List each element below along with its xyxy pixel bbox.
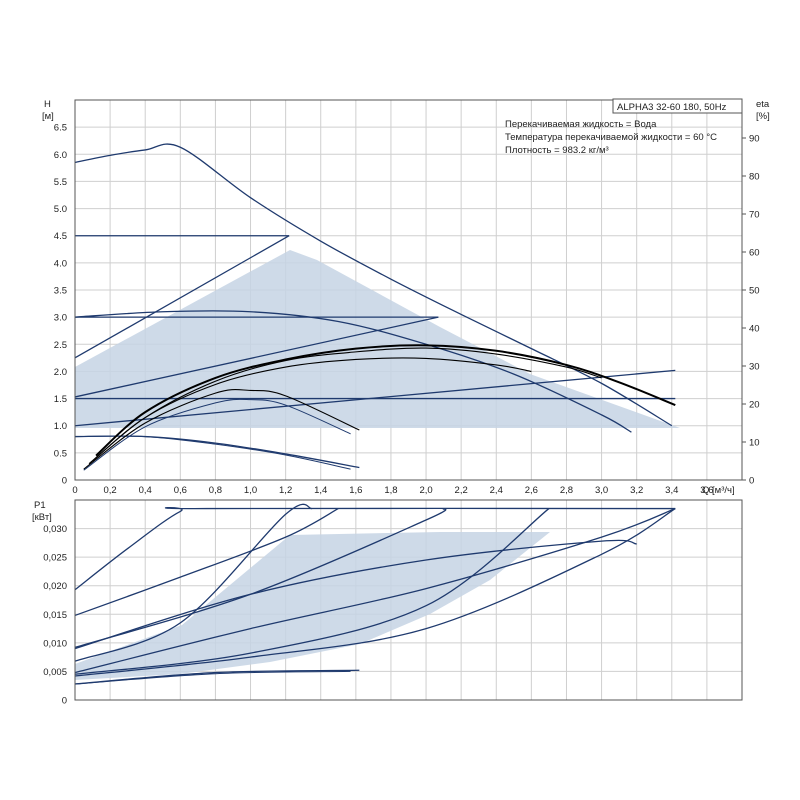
power-curve-3 (74, 508, 447, 649)
head-curve-13 (83, 389, 360, 470)
head-tick-label: 6.5 (54, 123, 67, 134)
q-tick-label: 0,6 (174, 485, 187, 496)
power-curve-1 (74, 507, 339, 617)
power-axis-unit: [кВт] (32, 512, 52, 523)
q-tick-label: 2,6 (525, 485, 538, 496)
power-operating-area (75, 532, 550, 680)
q-tick-label: 1,8 (384, 485, 397, 496)
head-tick-label: 5.5 (54, 177, 67, 188)
q-tick-label: 2,2 (455, 485, 468, 496)
eta-tick-label: 70 (749, 210, 760, 221)
power-axis-label: P1 (34, 500, 46, 511)
power-tick-label: 0,025 (43, 553, 67, 564)
q-tick-label: 3,6 (700, 485, 713, 496)
power-curves (74, 503, 676, 685)
eta-tick-label: 80 (749, 172, 760, 183)
chart-title: ALPHA3 32-60 180, 50Hz (617, 102, 727, 113)
eta-tick-label: 40 (749, 324, 760, 335)
eta-axis-ticks: 0 10 20 30 40 50 60 70 80 90 (742, 134, 760, 487)
head-curve-2 (74, 235, 290, 359)
head-tick-label: 1.0 (54, 421, 67, 432)
head-curve-12 (92, 357, 532, 462)
power-tick-label: 0,010 (43, 638, 67, 649)
q-tick-label: 3,4 (665, 485, 678, 496)
head-curve-14 (83, 398, 351, 471)
eta-tick-label: 20 (749, 400, 760, 411)
q-tick-label: 1,0 (244, 485, 257, 496)
head-tick-label: 0 (62, 476, 67, 487)
q-tick-label: 1,2 (279, 485, 292, 496)
head-axis-ticks: 0 0.5 1.0 1.5 2.0 2.5 3.0 3.5 4.0 4.5 5.0 5.5 6.0 6.5 (54, 123, 67, 487)
q-tick-label: 2,0 (419, 485, 432, 496)
power-curve-6 (74, 539, 637, 650)
power-curve-5 (74, 508, 550, 675)
info-fluid: Перекачиваемая жидкость = Вода (505, 119, 657, 130)
head-tick-label: 5.0 (54, 204, 67, 215)
head-tick-label: 6.0 (54, 150, 67, 161)
head-tick-label: 2.5 (54, 340, 67, 351)
power-curve-4 (74, 507, 676, 674)
eta-tick-label: 0 (749, 476, 754, 487)
q-tick-label: 0,2 (103, 485, 116, 496)
eta-tick-label: 50 (749, 286, 760, 297)
head-curve-10 (95, 344, 676, 457)
power-tick-label: 0,015 (43, 610, 67, 621)
head-tick-label: 4.0 (54, 258, 67, 269)
head-operating-area (75, 250, 680, 428)
q-tick-label: 0,8 (209, 485, 222, 496)
power-chart-frame (74, 499, 743, 701)
power-tick-label: 0,020 (43, 581, 67, 592)
head-curve-8 (74, 435, 360, 469)
head-tick-label: 1.5 (54, 394, 67, 405)
power-tick-label: 0,005 (43, 667, 67, 678)
power-tick-label: 0,030 (43, 524, 67, 535)
info-density: Плотность = 983.2 кг/м³ (505, 145, 609, 156)
power-tick-label: 0 (62, 696, 67, 707)
chart-title-box (612, 98, 743, 114)
head-curve-7 (74, 310, 632, 433)
q-tick-label: 3,2 (630, 485, 643, 496)
q-tick-label: 0 (72, 485, 77, 496)
info-temperature: Температура перекачиваемой жидкости = 60… (505, 132, 717, 143)
power-curve-2 (74, 503, 313, 662)
eta-axis-unit: [%] (756, 111, 770, 122)
head-tick-label: 0.5 (54, 448, 67, 459)
power-curve-9 (74, 670, 351, 685)
head-tick-label: 3.5 (54, 286, 67, 297)
q-tick-label: 1,6 (349, 485, 362, 496)
eta-tick-label: 60 (749, 248, 760, 259)
q-tick-label: 2,8 (560, 485, 573, 496)
power-curve-7 (74, 508, 676, 677)
q-tick-label: 2,4 (490, 485, 503, 496)
head-curve-9 (74, 435, 351, 470)
head-tick-label: 3.0 (54, 313, 67, 324)
q-tick-label: 3,0 (595, 485, 608, 496)
eta-tick-label: 10 (749, 438, 760, 449)
q-tick-label: 1,4 (314, 485, 327, 496)
head-tick-label: 2.0 (54, 367, 67, 378)
head-axis-unit: [м] (42, 111, 54, 122)
power-axis-ticks: 0 0,005 0,010 0,015 0,020 0,025 0,030 (43, 524, 67, 706)
head-curves (74, 143, 676, 471)
eta-tick-label: 30 (749, 362, 760, 373)
eta-axis-label: eta (756, 99, 770, 110)
head-curve-6 (74, 369, 676, 427)
q-axis-label: Q [м³/ч] (702, 485, 735, 496)
q-tick-label: 0,4 (139, 485, 152, 496)
q-axis-ticks: 0 0,2 0,4 0,6 0,8 1,0 1,2 1,4 1,6 1,8 2,0 2,2 2,4 2,6… (72, 485, 713, 496)
eta-tick-label: 90 (749, 134, 760, 145)
head-curve-11 (88, 347, 602, 465)
head-tick-label: 4.5 (54, 231, 67, 242)
head-axis-label: H (44, 99, 51, 110)
power-curve-0 (74, 507, 676, 591)
